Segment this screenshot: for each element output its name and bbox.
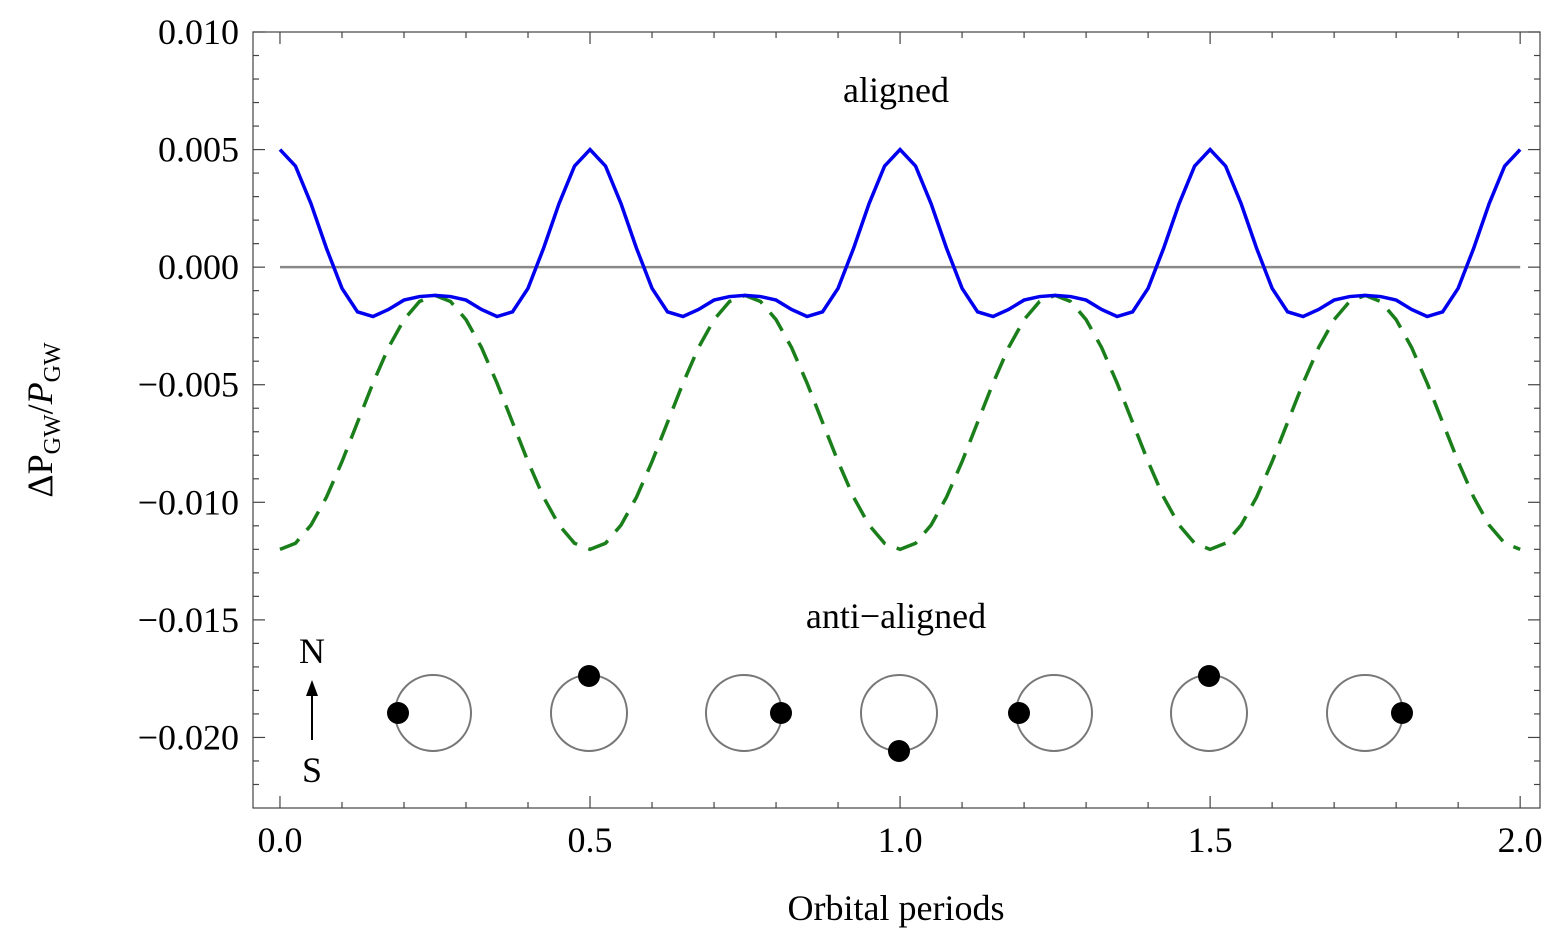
y-tick-label: −0.005: [138, 365, 239, 405]
y-label-sub: GW: [40, 414, 66, 454]
annotation: anti−aligned: [806, 596, 986, 636]
orbit-arrowhead: [306, 680, 318, 696]
series-line: [279, 293, 1521, 552]
y-tick-label: 0.010: [158, 12, 239, 52]
orbit-dot: [387, 702, 409, 724]
orbit: [860, 674, 938, 752]
orbit-label: S: [302, 750, 322, 790]
y-label-part: P: [20, 382, 60, 405]
y-axis-label: ΔPGW/PGW: [20, 342, 66, 498]
x-axis-label: Orbital periods: [788, 888, 1005, 928]
x-tick-label: 0.0: [257, 820, 302, 860]
series-line: [278, 147, 1522, 319]
y-tick-label: −0.010: [138, 482, 239, 522]
orbit-dot: [888, 740, 910, 762]
x-tick-label: 2.0: [1498, 820, 1543, 860]
y-tick-label: −0.015: [138, 600, 239, 640]
x-tick-label: 1.5: [1188, 820, 1233, 860]
orbit-dot: [1198, 665, 1220, 687]
orbit-label: N: [299, 631, 325, 671]
y-tick-label: 0.005: [158, 130, 239, 170]
orbit-diagrams: [387, 665, 1413, 762]
y-tick-label: −0.020: [138, 717, 239, 757]
orbit-dot: [1391, 702, 1413, 724]
orbit-dot: [1008, 702, 1030, 724]
y-label-sub: GW: [40, 342, 66, 382]
orbit-dot: [770, 702, 792, 724]
y-tick-label: 0.000: [158, 247, 239, 287]
annotation: aligned: [843, 70, 949, 110]
y-label-part: ΔP: [20, 454, 60, 497]
orbit-dot: [578, 665, 600, 687]
x-tick-label: 1.0: [878, 820, 923, 860]
plot-frame: [252, 31, 1541, 809]
y-label-part: /: [20, 404, 60, 414]
x-tick-label: 0.5: [568, 820, 613, 860]
